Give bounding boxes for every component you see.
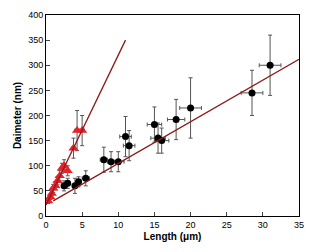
svg-text:350: 350: [28, 35, 43, 45]
svg-text:10: 10: [113, 220, 123, 230]
svg-text:Length (μm): Length (μm): [144, 231, 202, 242]
svg-text:100: 100: [28, 161, 43, 171]
svg-text:Daimeter (nm): Daimeter (nm): [12, 82, 23, 149]
svg-text:250: 250: [28, 86, 43, 96]
svg-text:150: 150: [28, 136, 43, 146]
svg-text:0: 0: [43, 220, 48, 230]
svg-text:50: 50: [33, 186, 43, 196]
svg-text:5: 5: [80, 220, 85, 230]
svg-text:30: 30: [258, 220, 268, 230]
svg-text:0: 0: [38, 211, 43, 221]
svg-text:200: 200: [28, 111, 43, 121]
svg-text:15: 15: [149, 220, 159, 230]
svg-text:300: 300: [28, 60, 43, 70]
svg-text:25: 25: [222, 220, 232, 230]
svg-text:35: 35: [294, 220, 304, 230]
svg-text:20: 20: [186, 220, 196, 230]
svg-text:400: 400: [28, 10, 43, 20]
